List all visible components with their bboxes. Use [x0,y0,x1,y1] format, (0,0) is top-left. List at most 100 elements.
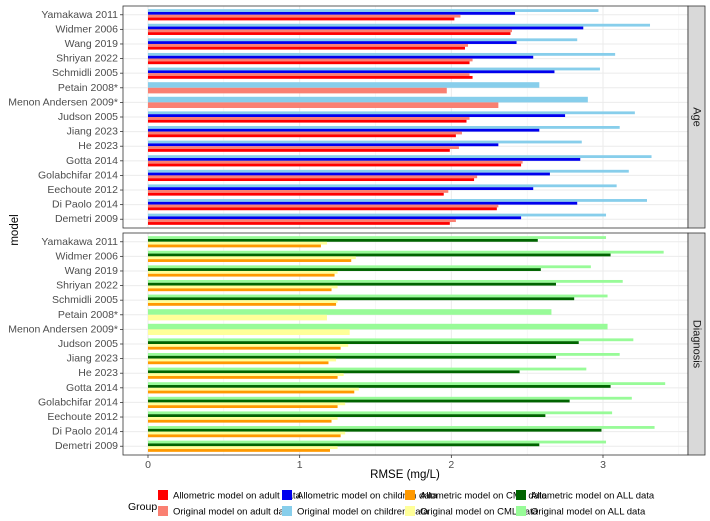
bar-original-model-on-children-data [148,169,629,173]
bar-allometric-model-on-all-data [148,428,602,432]
bar-original-model-on-adult-data [148,117,470,120]
bar-original-model-on-cml-data [148,270,338,274]
bar-original-model-on-adult-data [148,87,447,94]
bar-original-model-on-cml-data [148,387,359,391]
bar-allometric-model-on-children-data [148,26,584,30]
bar-original-model-on-adult-data [148,73,470,76]
bar-original-model-on-children-data [148,82,540,88]
bar-original-model-on-all-data [148,323,608,330]
bar-allometric-model-on-cml-data [148,390,355,394]
bar-allometric-model-on-children-data [148,143,499,147]
bar-allometric-model-on-children-data [148,201,578,205]
y-tick-label: He 2023 [78,367,118,379]
bar-allometric-model-on-children-data [148,158,581,161]
bar-original-model-on-all-data [148,382,666,386]
bar-original-model-on-cml-data [148,358,337,362]
y-tick-label: Eechoute 2012 [47,411,118,423]
bar-allometric-model-on-adult-data [148,163,522,167]
x-tick-label: 3 [600,459,606,471]
bar-allometric-model-on-adult-data [148,32,511,35]
y-tick-label: Demetri 2009 [55,213,118,225]
legend-item: Original model on children data [282,506,429,518]
panel-age: Age Yamakawa 2011 Widmer 2006 Wang 2019 Shri… [8,5,706,229]
y-tick-label: Jiang 2023 [67,126,119,138]
bar-original-model-on-cml-data [148,285,338,289]
bar-original-model-on-cml-data [148,329,350,335]
bar-original-model-on-all-data [148,411,613,415]
y-tick-label: Golabchifar 2014 [38,169,118,181]
x-axis-title: RMSE (mg/L) [370,469,440,481]
y-tick-label: Eechoute 2012 [47,184,118,196]
bar-original-model-on-children-data [148,199,647,202]
bar-original-model-on-cml-data [148,431,346,435]
bar-original-model-on-adult-data [148,175,478,179]
bar-allometric-model-on-adult-data [148,17,455,21]
bar-allometric-model-on-cml-data [148,361,329,365]
legend-item: Allometric model on children data [282,490,438,502]
bar-original-model-on-all-data [148,440,607,444]
bar-allometric-model-on-cml-data [148,288,332,292]
y-tick-label: Yamakawa 2011 [41,9,118,21]
y-tick-label: Jiang 2023 [67,353,119,365]
bar-allometric-model-on-children-data [148,41,517,44]
bar-allometric-model-on-cml-data [148,346,341,350]
bar-original-model-on-cml-data [148,402,346,406]
legend-label: Allometric model on adult data [173,491,302,502]
bar-allometric-model-on-all-data [148,268,541,271]
bar-allometric-model-on-cml-data [148,244,321,248]
bar-original-model-on-children-data [148,184,617,188]
y-tick-label: Shriyan 2022 [56,53,118,65]
bar-allometric-model-on-adult-data [148,61,470,65]
facet-strip-label: Age [691,107,703,127]
y-tick-label: Wang 2019 [65,265,118,277]
legend-label: Allometric model on ALL data [531,491,655,502]
panels-layer: Age Yamakawa 2011 Widmer 2006 Wang 2019 Shri… [8,5,706,456]
bar-allometric-model-on-all-data [148,443,540,447]
bar-allometric-model-on-adult-data [148,149,450,152]
x-tick-label: 0 [145,459,151,471]
legend-swatch [282,506,292,516]
bar-original-model-on-cml-data [148,373,344,377]
bar-allometric-model-on-adult-data [148,119,467,123]
bar-original-model-on-cml-data [148,417,338,420]
bar-original-model-on-all-data [148,309,552,315]
legend-title: Group [128,501,157,513]
bar-original-model-on-cml-data [148,314,327,321]
bar-allometric-model-on-children-data [148,172,550,176]
legend-label: Allometric model on children data [297,491,438,502]
facet-strip [687,5,706,229]
bar-original-model-on-children-data [148,38,578,42]
bar-original-model-on-all-data [148,353,620,356]
legend-item: Original model on CML data [405,506,539,518]
bar-original-model-on-adult-data [148,204,499,208]
legend-item: Original model on ALL data [516,506,646,518]
bar-original-model-on-adult-data [148,190,449,193]
bar-allometric-model-on-all-data [148,355,556,359]
y-tick-label: Schmidli 2005 [52,294,118,306]
y-tick-label: Demetri 2009 [55,440,118,452]
bar-original-model-on-adult-data [148,219,456,223]
legend-item: Original model on adult data [158,506,293,518]
bar-original-model-on-all-data [148,367,587,371]
bar-allometric-model-on-all-data [148,282,556,286]
bar-original-model-on-cml-data [148,446,338,450]
bar-allometric-model-on-adult-data [148,192,444,196]
bar-allometric-model-on-cml-data [148,376,338,379]
bar-original-model-on-all-data [148,396,632,400]
bar-original-model-on-children-data [148,155,652,159]
y-tick-label: Yamakawa 2011 [41,236,118,248]
bar-allometric-model-on-children-data [148,187,534,191]
bar-allometric-model-on-adult-data [148,178,475,182]
facet-strip [687,232,706,456]
y-tick-label: Widmer 2006 [56,23,119,35]
bar-allometric-model-on-cml-data [148,302,337,306]
y-tick-label: Di Paolo 2014 [52,426,118,438]
legend-item: Allometric model on CML data [405,490,548,502]
bar-allometric-model-on-all-data [148,414,546,418]
legend-swatch [516,506,526,516]
y-tick-label: Di Paolo 2014 [52,199,118,211]
y-tick-label: Petain 2008* [58,309,118,321]
bar-allometric-model-on-all-data [148,253,611,257]
bar-original-model-on-children-data [148,111,635,115]
